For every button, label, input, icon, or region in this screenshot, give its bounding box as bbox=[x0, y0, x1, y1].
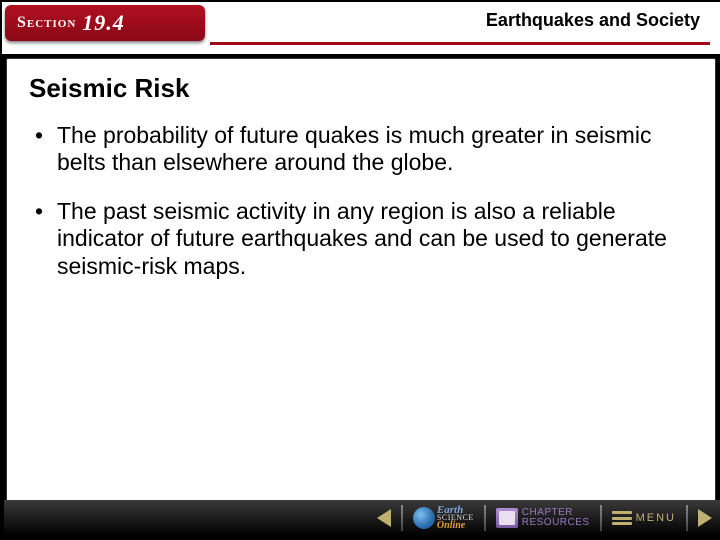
content-area: Seismic Risk The probability of future q… bbox=[6, 58, 716, 502]
section-number: 19.4 bbox=[82, 10, 125, 36]
footer-divider bbox=[600, 505, 602, 531]
footer-divider bbox=[484, 505, 486, 531]
book-icon bbox=[496, 508, 518, 528]
section-badge: Section 19.4 bbox=[5, 5, 205, 41]
chapter-resources-label: CHAPTER RESOURCES bbox=[522, 508, 590, 528]
section-label: Section bbox=[17, 14, 76, 32]
bullet-item: The probability of future quakes is much… bbox=[29, 122, 693, 176]
menu-label: MENU bbox=[636, 512, 676, 524]
footer-divider bbox=[686, 505, 688, 531]
header-bar: Section 19.4 Earthquakes and Society bbox=[2, 2, 720, 56]
header-divider bbox=[210, 42, 710, 45]
slide-frame: Section 19.4 Earthquakes and Society Sei… bbox=[0, 0, 720, 540]
slide-heading: Seismic Risk bbox=[29, 73, 693, 104]
bullet-list: The probability of future quakes is much… bbox=[29, 122, 693, 280]
previous-arrow-icon[interactable] bbox=[377, 509, 391, 527]
chapter-resources-button[interactable]: CHAPTER RESOURCES bbox=[496, 503, 590, 533]
globe-icon bbox=[413, 507, 435, 529]
earth-online-label: Earth SCIENCE Online bbox=[437, 506, 474, 531]
next-arrow-icon[interactable] bbox=[698, 509, 712, 527]
menu-icon bbox=[612, 509, 632, 527]
footer-divider bbox=[401, 505, 403, 531]
footer-bar: Earth SCIENCE Online CHAPTER RESOURCES M… bbox=[4, 500, 720, 536]
earth-science-online-button[interactable]: Earth SCIENCE Online bbox=[413, 503, 474, 533]
chapter-title: Earthquakes and Society bbox=[486, 10, 700, 31]
earth-online-line3: Online bbox=[437, 522, 474, 531]
bullet-item: The past seismic activity in any region … bbox=[29, 198, 693, 279]
chapter-resources-line2: RESOURCES bbox=[522, 518, 590, 528]
menu-button[interactable]: MENU bbox=[612, 503, 676, 533]
